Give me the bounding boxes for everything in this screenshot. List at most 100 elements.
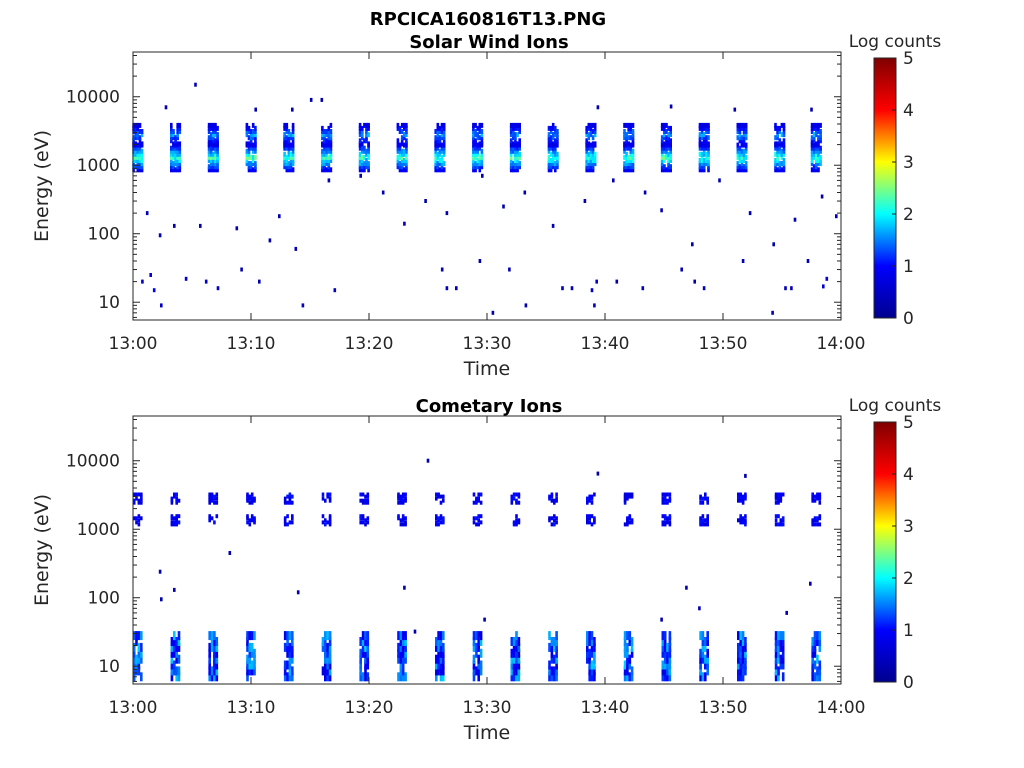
cometary-ions-count-cell bbox=[781, 672, 785, 682]
cometary-ions-count-cell bbox=[246, 666, 249, 676]
cometary-ions-count-cell bbox=[328, 672, 332, 682]
cometary-ions-count-cell bbox=[140, 642, 143, 652]
solar-wind-count-cell bbox=[249, 138, 253, 144]
solar-wind-count-cell bbox=[207, 135, 211, 141]
solar-wind-count-cell bbox=[134, 158, 137, 163]
cometary-ions-count-cell bbox=[699, 631, 702, 641]
solar-wind-count-cell bbox=[665, 142, 668, 148]
solar-wind-count-cell bbox=[287, 145, 291, 151]
solar-wind-count-cell bbox=[702, 125, 706, 131]
solar-wind-x-tick-label: 13:10 bbox=[227, 334, 276, 354]
solar-wind-count-cell bbox=[323, 145, 326, 151]
solar-wind-count-cell bbox=[136, 151, 140, 157]
cometary-ions-count-cell bbox=[361, 642, 365, 652]
solar-wind-count-cell bbox=[176, 148, 179, 154]
solar-wind-count-cell bbox=[184, 276, 188, 281]
solar-wind-count-cell bbox=[327, 132, 331, 138]
cometary-ions-count-cell bbox=[818, 500, 822, 505]
solar-wind-count-cell bbox=[249, 141, 253, 147]
cometary-ions-count-cell bbox=[515, 648, 518, 658]
solar-wind-count-cell bbox=[136, 158, 140, 163]
cometary-ions-count-cell bbox=[510, 498, 514, 503]
cometary-ions-count-cell bbox=[666, 660, 669, 670]
solar-wind-count-cell bbox=[514, 132, 517, 138]
cometary-ions-count-cell bbox=[253, 648, 256, 658]
cometary-ions-count-cell bbox=[593, 654, 596, 664]
solar-wind-count-cell bbox=[702, 148, 706, 154]
cometary-ions-count-cell bbox=[477, 672, 480, 682]
cometary-ions-count-cell bbox=[361, 648, 365, 658]
cometary-ions-count-cell bbox=[364, 498, 367, 503]
solar-wind-count-cell bbox=[812, 151, 816, 157]
solar-wind-count-cell bbox=[254, 141, 257, 147]
cometary-ions-count-cell bbox=[774, 500, 778, 505]
solar-wind-count-cell bbox=[509, 122, 513, 128]
solar-wind-count-cell bbox=[778, 145, 782, 151]
cometary-ions-count-cell bbox=[175, 514, 178, 519]
solar-wind-count-cell bbox=[254, 107, 257, 112]
cometary-ions-count-cell bbox=[777, 522, 780, 527]
cometary-ions-count-cell bbox=[366, 492, 370, 497]
cometary-ions-count-cell bbox=[774, 642, 778, 652]
cometary-ions-count-cell bbox=[666, 498, 669, 503]
solar-wind-count-cell bbox=[693, 279, 696, 284]
solar-wind-count-cell bbox=[212, 151, 215, 157]
cometary-ions-count-cell bbox=[816, 522, 819, 527]
solar-wind-count-cell bbox=[509, 141, 513, 147]
solar-wind-count-cell bbox=[396, 154, 400, 160]
cometary-ions-count-cell bbox=[737, 631, 740, 641]
cometary-ions-count-cell bbox=[517, 666, 521, 676]
solar-wind-count-cell bbox=[174, 151, 177, 157]
solar-wind-count-cell bbox=[556, 132, 559, 138]
cometary-ions-count-cell bbox=[699, 500, 702, 505]
cometary-ions-count-cell bbox=[177, 520, 181, 525]
solar-wind-count-cell bbox=[251, 145, 255, 151]
cometary-ions-count-cell bbox=[779, 654, 783, 664]
solar-wind-count-cell bbox=[744, 122, 748, 128]
solar-wind-count-cell bbox=[214, 129, 217, 134]
solar-wind-count-cell bbox=[367, 148, 370, 154]
cometary-ions-count-cell bbox=[361, 637, 365, 646]
solar-wind-count-cell bbox=[474, 122, 477, 128]
cometary-ions-count-cell bbox=[663, 498, 667, 503]
solar-wind-count-cell bbox=[325, 145, 328, 151]
solar-wind-count-cell bbox=[817, 135, 820, 141]
cometary-ions-count-cell bbox=[324, 654, 327, 664]
solar-wind-plot-area bbox=[133, 52, 841, 320]
cometary-ions-count-cell bbox=[401, 522, 405, 527]
solar-wind-count-cell bbox=[214, 161, 217, 167]
cometary-ions-count-cell bbox=[777, 642, 780, 652]
solar-wind-count-cell bbox=[207, 138, 211, 144]
solar-wind-count-cell bbox=[398, 167, 402, 173]
solar-wind-count-cell bbox=[396, 122, 400, 128]
cometary-ions-count-cell bbox=[437, 516, 440, 521]
solar-wind-count-cell bbox=[625, 132, 628, 138]
solar-wind-count-cell bbox=[509, 148, 513, 154]
cometary-ions-count-cell bbox=[475, 522, 478, 527]
cometary-ions-count-cell bbox=[291, 514, 294, 519]
cometary-ions-count-cell bbox=[630, 648, 634, 658]
solar-wind-count-cell bbox=[321, 164, 324, 170]
solar-wind-count-cell bbox=[178, 129, 182, 134]
cometary-ions-count-cell bbox=[477, 518, 480, 523]
solar-wind-count-cell bbox=[405, 158, 408, 163]
cometary-ions-count-cell bbox=[553, 637, 556, 646]
cometary-ions-count-cell bbox=[250, 514, 254, 519]
solar-wind-count-cell bbox=[442, 125, 446, 131]
solar-wind-count-cell bbox=[478, 129, 482, 134]
solar-wind-count-cell bbox=[132, 151, 135, 157]
solar-wind-count-cell bbox=[396, 158, 400, 163]
solar-wind-count-cell bbox=[589, 167, 593, 173]
solar-wind-count-cell bbox=[170, 151, 173, 157]
cometary-ions-count-cell bbox=[779, 631, 783, 641]
cometary-ions-count-cell bbox=[359, 654, 362, 664]
solar-wind-count-cell bbox=[438, 148, 442, 154]
cometary-ions-count-cell bbox=[744, 642, 747, 652]
cometary-ions-count-cell bbox=[515, 672, 518, 682]
cometary-ions-count-cell bbox=[283, 672, 287, 682]
cometary-ions-count-cell bbox=[361, 672, 365, 682]
solar-wind-count-cell bbox=[591, 154, 595, 160]
cometary-ions-count-cell bbox=[175, 648, 178, 658]
solar-wind-count-cell bbox=[285, 122, 289, 128]
cometary-ions-count-cell bbox=[741, 648, 745, 658]
